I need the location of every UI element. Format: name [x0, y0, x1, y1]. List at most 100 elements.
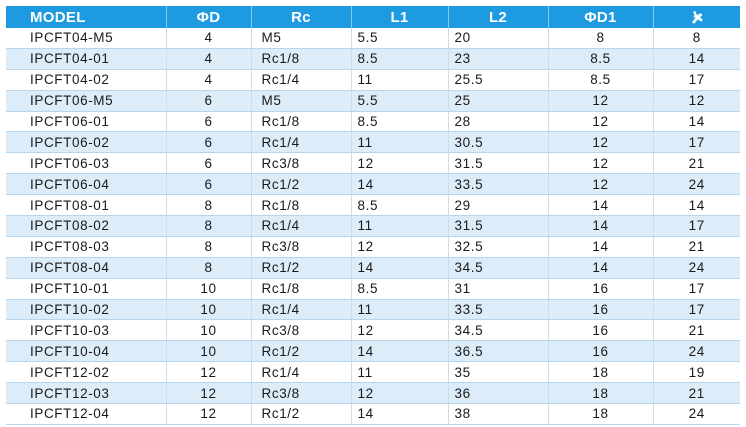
model-cell: IPCFT06-02	[6, 131, 167, 154]
l2-cell: 23	[448, 48, 549, 70]
table-row: IPCFT04-M5 4 M5 5.5 20 8 8	[6, 28, 740, 49]
hex-cell: 14	[653, 194, 740, 217]
d-cell: 4	[166, 28, 252, 49]
hex-cell: 24	[653, 173, 740, 196]
l2-cell: 28	[448, 111, 549, 133]
l2-cell: 36	[448, 382, 549, 405]
table-row: IPCFT08-02 8 Rc1/4 11 31.5 14 17	[6, 215, 740, 237]
l1-cell: 11	[351, 131, 449, 154]
d-cell: 10	[166, 278, 252, 300]
model-cell: IPCFT08-04	[6, 257, 167, 279]
d1-cell: 8	[548, 28, 654, 49]
model-cell: IPCFT10-04	[6, 340, 167, 363]
l1-cell: 8.5	[351, 48, 449, 70]
hex-cell: 21	[653, 236, 740, 258]
l1-cell: 11	[351, 361, 449, 384]
d1-cell: 8.5	[548, 48, 654, 70]
hex-cell: 21	[653, 382, 740, 405]
rc-cell: Rc1/2	[251, 173, 352, 196]
hex-cell: 17	[653, 215, 740, 237]
table-row: IPCFT08-04 8 Rc1/2 14 34.5 14 24	[6, 257, 740, 279]
l2-cell: 25	[448, 90, 549, 112]
l2-cell: 35	[448, 361, 549, 384]
rc-cell: Rc1/8	[251, 278, 352, 300]
d-cell: 12	[166, 403, 252, 425]
d-cell: 10	[166, 319, 252, 342]
table-row: IPCFT08-01 8 Rc1/8 8.5 29 14 14	[6, 194, 740, 217]
table-row: IPCFT06-03 6 Rc3/8 12 31.5 12 21	[6, 152, 740, 175]
rc-cell: Rc3/8	[251, 382, 352, 405]
model-cell: IPCFT06-04	[6, 173, 167, 196]
table-row: IPCFT10-02 10 Rc1/4 11 33.5 16 17	[6, 299, 740, 321]
d-cell: 4	[166, 48, 252, 70]
d1-cell: 14	[548, 215, 654, 237]
rc-cell: M5	[251, 90, 352, 112]
hex-cell: 24	[653, 403, 740, 425]
d1-cell: 16	[548, 299, 654, 321]
rc-cell: Rc3/8	[251, 319, 352, 342]
rc-cell: Rc1/8	[251, 48, 352, 70]
hex-cell: 12	[653, 90, 740, 112]
model-cell: IPCFT08-02	[6, 215, 167, 237]
d-cell: 8	[166, 257, 252, 279]
table-row: IPCFT10-04 10 Rc1/2 14 36.5 16 24	[6, 340, 740, 363]
hex-cell: 17	[653, 299, 740, 321]
table-row: IPCFT04-02 4 Rc1/4 11 25.5 8.5 17	[6, 69, 740, 91]
l1-cell: 12	[351, 382, 449, 405]
d1-cell: 8.5	[548, 69, 654, 91]
header-d: ΦD	[166, 6, 252, 28]
l2-cell: 38	[448, 403, 549, 425]
table-row: IPCFT12-04 12 Rc1/2 14 38 18 24	[6, 403, 740, 425]
d-cell: 6	[166, 152, 252, 175]
header-l1: L1	[351, 6, 449, 28]
wrench-icon	[691, 11, 703, 24]
model-cell: IPCFT10-03	[6, 319, 167, 342]
model-cell: IPCFT12-02	[6, 361, 167, 384]
header-model: MODEL	[6, 6, 167, 28]
hex-cell: 17	[653, 69, 740, 91]
l2-cell: 31.5	[448, 215, 549, 237]
table-body: IPCFT04-M5 4 M5 5.5 20 8 8 IPCFT04-01 4 Rc1/8 8.5 2…	[6, 28, 740, 425]
table-row: IPCFT10-03 10 Rc3/8 12 34.5 16 21	[6, 319, 740, 342]
d1-cell: 12	[548, 111, 654, 133]
l2-cell: 29	[448, 194, 549, 217]
d1-cell: 12	[548, 173, 654, 196]
d-cell: 10	[166, 299, 252, 321]
l1-cell: 8.5	[351, 111, 449, 133]
hex-cell: 19	[653, 361, 740, 384]
table-row: IPCFT06-04 6 Rc1/2 14 33.5 12 24	[6, 173, 740, 196]
hex-cell: 21	[653, 319, 740, 342]
l2-cell: 33.5	[448, 299, 549, 321]
l2-cell: 20	[448, 28, 549, 49]
model-cell: IPCFT06-M5	[6, 90, 167, 112]
d-cell: 6	[166, 90, 252, 112]
model-cell: IPCFT04-M5	[6, 28, 167, 49]
header-rc: Rc	[251, 6, 352, 28]
hex-cell: 14	[653, 111, 740, 133]
hex-cell: 24	[653, 257, 740, 279]
rc-cell: M5	[251, 28, 352, 49]
d1-cell: 14	[548, 257, 654, 279]
l1-cell: 5.5	[351, 28, 449, 49]
l1-cell: 14	[351, 403, 449, 425]
l1-cell: 14	[351, 173, 449, 196]
table-row: IPCFT10-01 10 Rc1/8 8.5 31 16 17	[6, 278, 740, 300]
hex-cell: 17	[653, 278, 740, 300]
l2-cell: 36.5	[448, 340, 549, 363]
l1-cell: 12	[351, 319, 449, 342]
d1-cell: 14	[548, 194, 654, 217]
d-cell: 6	[166, 111, 252, 133]
l1-cell: 11	[351, 69, 449, 91]
table-header-row: MODEL ΦD Rc L1 L2 ΦD1	[6, 6, 740, 28]
d1-cell: 12	[548, 90, 654, 112]
rc-cell: Rc1/4	[251, 69, 352, 91]
rc-cell: Rc1/8	[251, 111, 352, 133]
model-cell: IPCFT10-01	[6, 278, 167, 300]
header-l2: L2	[448, 6, 549, 28]
d-cell: 12	[166, 361, 252, 384]
l2-cell: 31	[448, 278, 549, 300]
d-cell: 4	[166, 69, 252, 91]
l1-cell: 11	[351, 299, 449, 321]
d1-cell: 12	[548, 152, 654, 175]
l2-cell: 34.5	[448, 319, 549, 342]
